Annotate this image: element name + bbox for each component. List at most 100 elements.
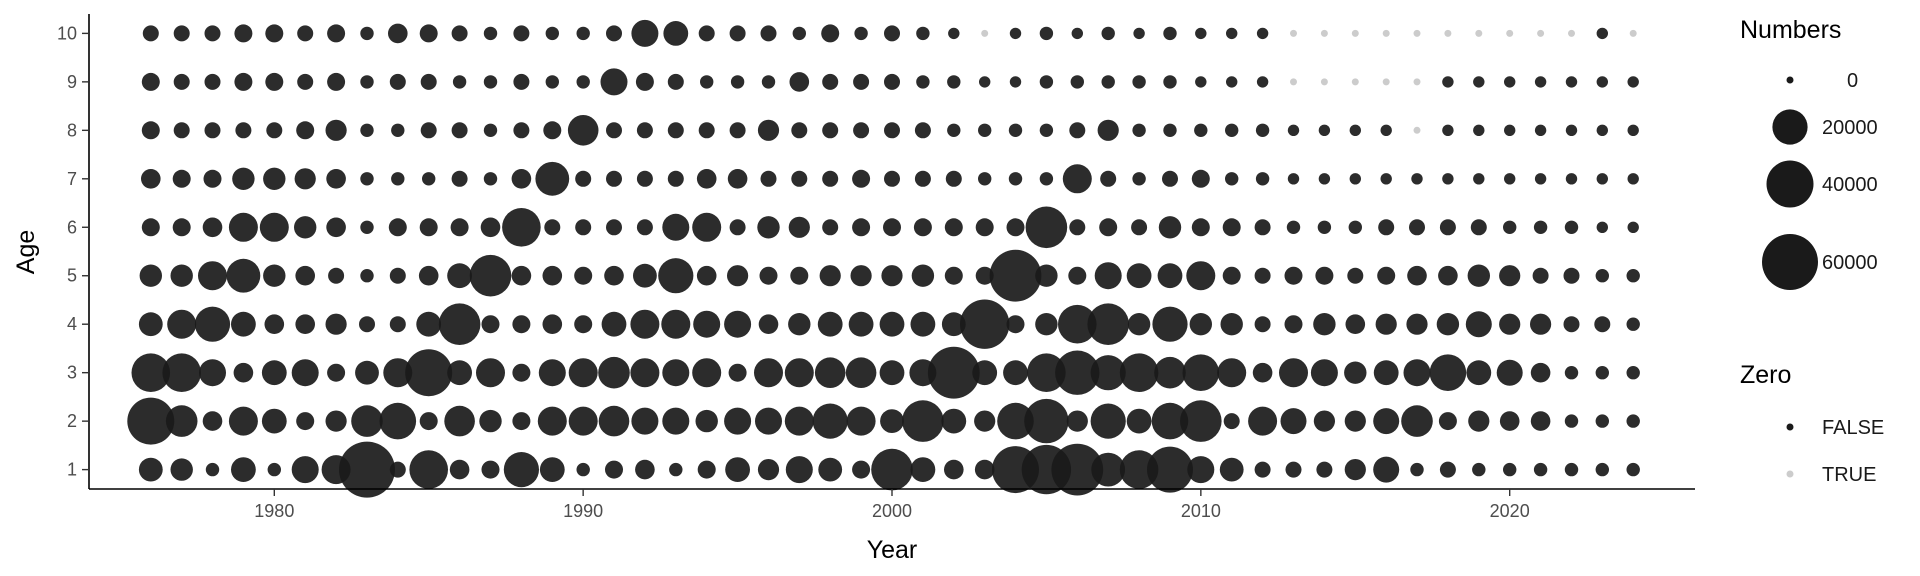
bubble-point xyxy=(1534,76,1547,88)
bubble-point xyxy=(1100,170,1117,187)
bubble-point xyxy=(1126,408,1152,434)
bubble-point xyxy=(1316,461,1333,478)
bubble-point xyxy=(1217,358,1247,388)
bubble-point xyxy=(785,456,813,484)
bubble-point xyxy=(1194,123,1208,137)
bubble-point xyxy=(728,363,747,382)
bubble-point xyxy=(228,406,258,436)
bubble-point xyxy=(729,25,746,42)
bubble-point xyxy=(1466,360,1492,386)
bubble-point xyxy=(669,462,683,477)
bubble-point xyxy=(789,72,810,92)
y-tick-label: 5 xyxy=(67,266,77,286)
bubble-point xyxy=(138,312,163,337)
bubble-point xyxy=(1565,173,1578,185)
bubble-point xyxy=(1132,75,1146,89)
bubble-point xyxy=(444,405,475,437)
bubble-point xyxy=(879,311,905,337)
bubble-point xyxy=(790,266,809,285)
bubble-point xyxy=(1472,462,1486,477)
bubble-point xyxy=(511,265,532,286)
bubble-point xyxy=(698,25,715,42)
bubble-point xyxy=(1039,123,1054,137)
bubble-point xyxy=(1220,313,1243,336)
bubble-point xyxy=(325,119,347,141)
bubble-point xyxy=(261,360,287,386)
bubble-point xyxy=(1410,462,1424,477)
bubble-point xyxy=(727,265,749,287)
bubble-point xyxy=(355,360,379,385)
bubble-point xyxy=(997,402,1034,440)
bubble-point xyxy=(696,169,717,189)
bubble-point xyxy=(165,405,198,437)
bubble-point xyxy=(1051,443,1104,496)
bubble-point xyxy=(420,122,437,139)
bubble-point xyxy=(360,220,374,234)
bubble-point xyxy=(692,212,722,242)
bubble-point xyxy=(325,313,347,335)
bubble-point xyxy=(1627,76,1639,88)
bubble-point xyxy=(567,115,599,146)
bubble-point xyxy=(817,311,843,337)
bubble-point xyxy=(730,75,745,89)
bubble-point xyxy=(846,406,876,436)
bubble-point xyxy=(1626,366,1640,380)
bubble-point xyxy=(1468,410,1490,432)
bubble-point xyxy=(606,170,622,187)
bubble-point xyxy=(327,363,346,382)
y-tick-label: 6 xyxy=(67,217,77,237)
bubble-point xyxy=(1537,29,1545,37)
bubble-point xyxy=(141,169,161,189)
bubble-point xyxy=(1596,124,1609,136)
bubble-point xyxy=(1533,462,1548,477)
bubble-point xyxy=(511,169,532,189)
bubble-point xyxy=(1069,219,1086,236)
bubble-point xyxy=(451,170,468,187)
bubble-point xyxy=(1403,359,1431,387)
bubble-point xyxy=(1596,221,1609,233)
bubble-point xyxy=(1442,76,1454,88)
bubble-point xyxy=(631,407,659,435)
color-legend: Zero FALSE TRUE xyxy=(1740,361,1884,486)
bubble-point xyxy=(327,72,346,91)
bubble-point xyxy=(383,358,413,388)
bubble-point xyxy=(1375,313,1397,335)
bubble-point xyxy=(979,76,991,88)
bubble-point xyxy=(294,168,316,190)
bubble-point xyxy=(1290,29,1297,37)
bubble-point xyxy=(1163,75,1177,89)
bubble-point xyxy=(1284,266,1303,285)
bubble-point xyxy=(1286,220,1301,234)
bubble-point xyxy=(1152,306,1188,342)
bubble-point xyxy=(848,311,874,337)
bubble-point xyxy=(266,122,283,139)
bubble-point xyxy=(1344,361,1367,384)
bubble-point xyxy=(438,303,481,346)
bubble-point xyxy=(853,73,870,90)
bubble-point xyxy=(512,363,531,382)
bubble-point xyxy=(945,170,962,187)
bubble-point xyxy=(389,267,406,284)
bubble-point xyxy=(635,72,654,91)
bubble-point xyxy=(1626,462,1640,477)
bubble-point xyxy=(1097,119,1119,141)
bubble-point xyxy=(1222,266,1241,285)
bubble-point xyxy=(1119,450,1159,489)
bubble-point xyxy=(662,407,690,435)
bubble-point xyxy=(729,219,746,236)
bubble-point xyxy=(1195,27,1207,40)
bubble-point xyxy=(1189,313,1213,336)
bubble-point xyxy=(1344,459,1366,481)
bubble-point xyxy=(819,265,841,287)
bubble-point xyxy=(447,360,472,386)
y-axis-title: Age xyxy=(12,230,40,274)
y-tick-label: 4 xyxy=(67,314,77,334)
bubble-point xyxy=(698,122,715,139)
bubble-point xyxy=(1068,266,1087,285)
bubble-point xyxy=(941,312,966,337)
bubble-point xyxy=(606,122,622,139)
bubble-point xyxy=(1564,220,1579,234)
color-legend-key xyxy=(1786,423,1794,431)
bubble-point xyxy=(1626,414,1640,428)
